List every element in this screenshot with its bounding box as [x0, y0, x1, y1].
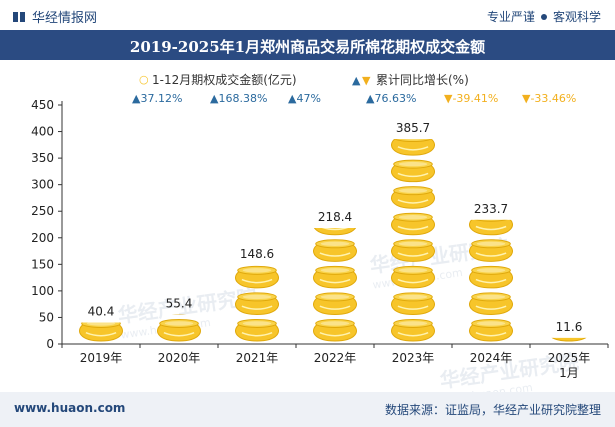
chart-title: 2019-2025年1月郑州商品交易所棉花期权成交金额 [129, 38, 486, 56]
y-axis: 0 50 100 150 200 250 300 350 400 450 [31, 98, 63, 351]
bar-value-label: 11.6 [556, 320, 583, 334]
x-tick-label: 2020年 [158, 351, 201, 365]
x-tick-label: 2021年 [236, 351, 279, 365]
growth-label: ▼-33.46% [522, 92, 576, 105]
bar: 218.4 [313, 210, 357, 342]
coin-pot-icon [313, 318, 357, 342]
coin-pot-icon [79, 322, 123, 342]
bar-value-label: 218.4 [318, 210, 352, 224]
coin-pot-icon [391, 212, 435, 236]
coin-pot-icon [157, 318, 201, 342]
growth-label: ▲37.12% [132, 92, 182, 105]
coin-pot-icon [235, 265, 279, 289]
footer: www.huaon.com 数据来源：证监局，华经产业研究院整理 [0, 392, 615, 427]
coin-pot-icon [391, 139, 435, 156]
coin-pot-icon [391, 292, 435, 315]
x-tick-label: 2019年 [80, 351, 123, 365]
y-tick-label: 150 [31, 257, 54, 271]
footer-source: 数据来源：证监局，华经产业研究院整理 [384, 403, 601, 417]
x-tick-label: 2024年 [470, 351, 513, 365]
y-tick-label: 50 [39, 310, 54, 324]
top-bar: 华经情报网 专业严谨 客观科学 [0, 0, 615, 31]
coin-pot-icon [314, 228, 356, 236]
y-tick-label: 250 [31, 204, 54, 218]
bar: 11.6 [551, 320, 587, 342]
y-tick-label: 400 [31, 125, 54, 139]
bar: 148.6 [235, 247, 279, 342]
bar-value-label: 233.7 [474, 202, 508, 216]
coin-pot-icon [235, 318, 279, 342]
brand-name: 华经情报网 [32, 11, 98, 26]
footer-url: www.huaon.com [14, 401, 126, 415]
coin-pot-icon [313, 292, 357, 315]
bar-value-label: 148.6 [240, 247, 274, 261]
brand-logo-icon [13, 11, 25, 22]
x-tick-label: 2025年 [548, 351, 591, 365]
bar-value-label: 40.4 [88, 305, 115, 319]
coin-pot-icon: ○ [139, 73, 149, 86]
slogan-b: 客观科学 [552, 10, 601, 24]
x-tick-label-line2: 1月 [559, 366, 579, 380]
coin-pot-icon [391, 318, 435, 342]
y-tick-label: 100 [31, 284, 54, 298]
coin-pot-icon [469, 318, 513, 342]
y-tick-label: 200 [31, 231, 54, 245]
legend-item-growth: ▲ ▼ 累计同比增长(%) [352, 73, 469, 87]
bar: 40.4 [79, 305, 123, 342]
brand: 华经情报网 [12, 7, 97, 26]
bars: 40.4 55.4 148.6 218.4 385.7 233.7 11.6 [79, 121, 587, 342]
growth-label: ▲47% [288, 92, 321, 105]
title-bar: 2019-2025年1月郑州商品交易所棉花期权成交金额 [0, 30, 615, 60]
x-tick-label: 2022年 [314, 351, 357, 365]
y-tick-label: 0 [46, 337, 54, 351]
coin-pot-icon [551, 337, 587, 342]
legend-item-amount: ○ 1-12月期权成交金额(亿元) [139, 72, 297, 87]
growth-labels: ▲37.12% ▲168.38% ▲47% ▲76.63% ▼-39.41% ▼-33.4… [132, 92, 576, 105]
legend-label-growth: 累计同比增长(%) [376, 73, 469, 87]
slogan-dot-icon [540, 13, 547, 20]
coin-pot-icon [313, 265, 357, 289]
growth-label: ▼-39.41% [444, 92, 498, 105]
coin-pot-icon [391, 265, 435, 289]
coin-pot-icon [313, 239, 357, 262]
bar-value-label: 55.4 [166, 297, 193, 311]
coin-pot-icon [391, 159, 435, 183]
triangle-down-icon: ▼ [362, 74, 371, 87]
coin-pot-icon [235, 292, 279, 315]
coin-pot-icon [391, 186, 435, 209]
coin-pot-icon [469, 219, 513, 236]
coin-pot-icon [469, 239, 513, 262]
slogan-a: 专业严谨 [486, 10, 535, 24]
y-tick-label: 300 [31, 178, 54, 192]
coin-pot-icon [469, 265, 513, 289]
bar: 385.7 [391, 121, 435, 342]
growth-label: ▲76.63% [366, 92, 416, 105]
triangle-up-icon: ▲ [352, 74, 361, 87]
bar: 55.4 [157, 297, 201, 342]
bar: 233.7 [469, 202, 513, 342]
x-axis: 2019年 2020年 2021年 2022年 2023年 2024年 2025年1月 [61, 343, 609, 380]
slogan: 专业严谨 客观科学 [487, 8, 601, 25]
legend: ○ 1-12月期权成交金额(亿元) ▲ ▼ 累计同比增长(%) [139, 72, 469, 87]
y-tick-label: 350 [31, 151, 54, 165]
y-tick-label: 450 [31, 98, 54, 112]
coin-pot-icon [391, 239, 435, 262]
legend-label-amount: 1-12月期权成交金额(亿元) [152, 72, 297, 87]
x-tick-label: 2023年 [392, 351, 435, 365]
chart-area: ○ 1-12月期权成交金额(亿元) ▲ ▼ 累计同比增长(%) 0 50 100 15… [31, 72, 609, 380]
bar-value-label: 385.7 [396, 121, 430, 135]
coin-pot-icon [469, 292, 513, 315]
growth-label: ▲168.38% [210, 92, 267, 105]
